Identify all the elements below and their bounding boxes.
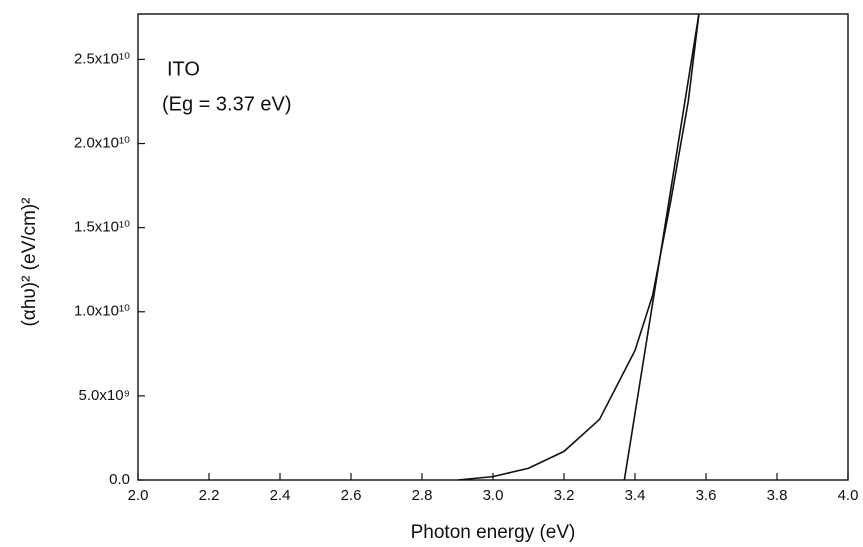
x-axis-label: Photon energy (eV) [411,522,576,543]
x-tick-label: 2.4 [270,487,291,504]
y-tick-label: 2.0x10¹⁰ [74,135,130,152]
y-tick-label: 1.5x10¹⁰ [74,219,130,236]
annotation: (Eg = 3.37 eV) [162,93,292,115]
data-line [623,13,700,481]
y-tick-label: 1.0x10¹⁰ [74,303,130,320]
annotation: ITO [167,58,200,80]
x-tick-label: 3.0 [483,487,504,504]
y-tick-label: 0.0 [109,471,130,488]
y-tick-label: 5.0x10⁹ [79,387,130,404]
y-axis-label: (αhυ)² (eV/cm)² [19,197,40,326]
x-tick-label: 2.6 [341,487,362,504]
x-tick-label: 3.6 [696,487,717,504]
data-line [457,13,700,481]
x-tick-label: 3.8 [767,487,788,504]
x-tick-label: 2.0 [128,487,149,504]
plot-frame [137,13,849,481]
y-tick-label: 2.5x10¹⁰ [74,50,130,67]
x-tick-label: 4.0 [838,487,859,504]
x-tick-label: 3.4 [625,487,646,504]
x-tick-label: 2.8 [412,487,433,504]
x-tick-label: 2.2 [199,487,220,504]
x-tick-label: 3.2 [554,487,575,504]
